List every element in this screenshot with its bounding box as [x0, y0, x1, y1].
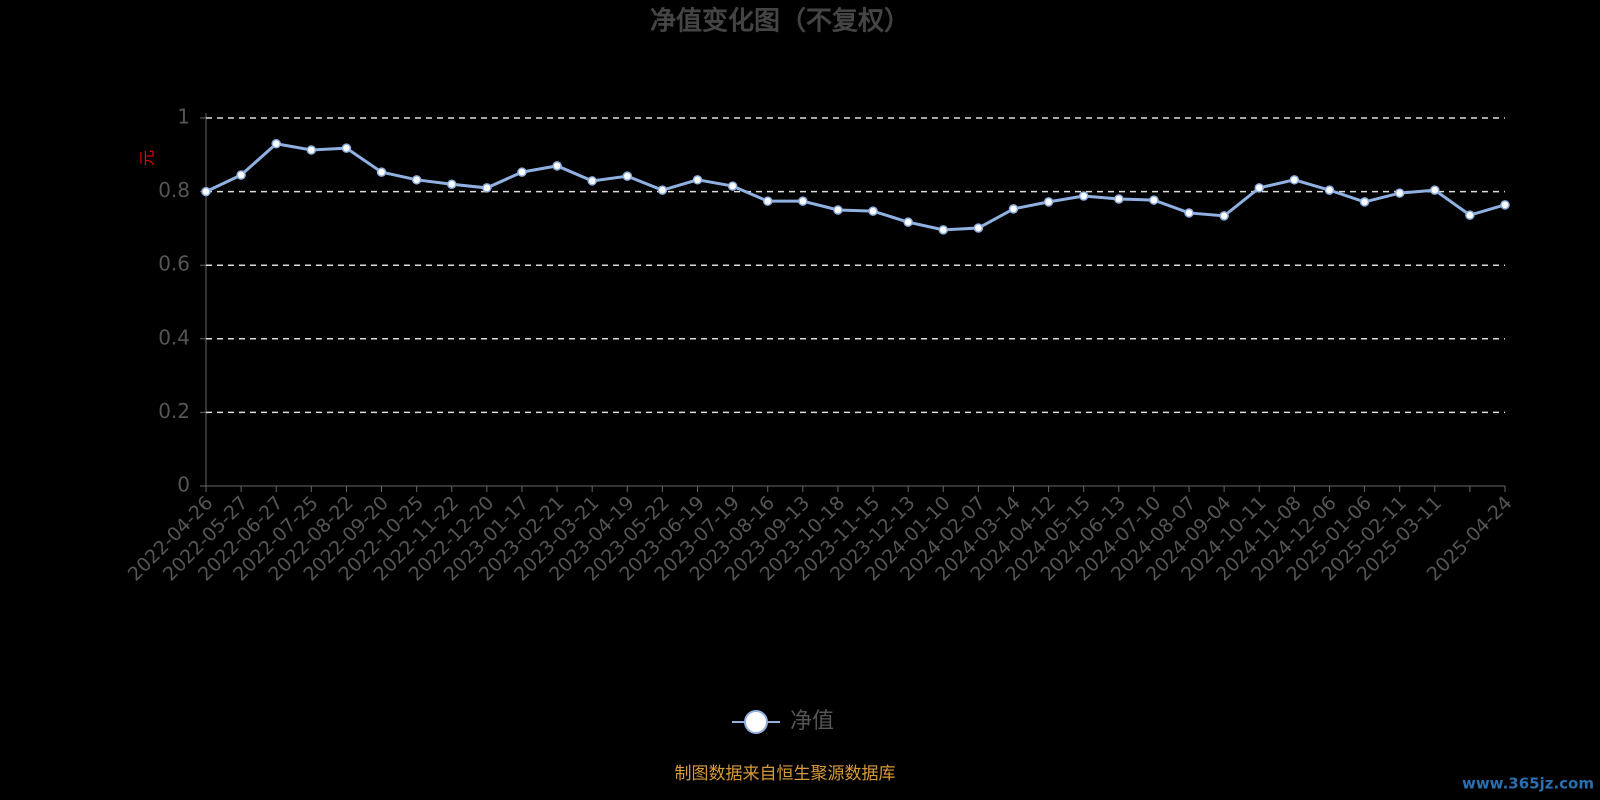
- point: [482, 183, 492, 193]
- point: [1500, 200, 1510, 210]
- point: [1359, 197, 1370, 207]
- point: [1043, 197, 1054, 207]
- y-axis-label: 元: [138, 150, 157, 166]
- point: [657, 185, 668, 195]
- point: [552, 161, 562, 171]
- point: [201, 186, 211, 197]
- point: [271, 139, 281, 149]
- point: [727, 181, 738, 191]
- point: [1114, 194, 1124, 204]
- y-tick-label: 0.2: [158, 399, 190, 423]
- line: [205, 142, 1506, 232]
- chart-title: 净值变化图（不复权）: [650, 6, 910, 37]
- point: [1430, 185, 1440, 195]
- point: [376, 167, 387, 177]
- point: [973, 223, 984, 233]
- point: [833, 205, 843, 215]
- point: [1254, 183, 1264, 193]
- point: [341, 143, 352, 153]
- watermark: www.365jz.com: [1462, 775, 1594, 793]
- point: [447, 179, 457, 189]
- y-tick-label: 0.6: [158, 252, 190, 276]
- source-note: 制图数据来自恒生聚源数据库: [675, 764, 896, 784]
- y-tick-label: 0.4: [158, 325, 190, 349]
- y-tick-label: 0.8: [158, 178, 190, 202]
- point: [622, 171, 633, 181]
- legend-marker: [744, 710, 768, 734]
- point: [903, 217, 913, 227]
- point: [692, 175, 703, 185]
- y-tick-label: 0: [177, 473, 190, 497]
- point: [1394, 188, 1405, 198]
- point: [1149, 195, 1159, 205]
- point: [938, 225, 949, 235]
- legend-label: 净值: [790, 709, 834, 734]
- y-tick-label: 1: [177, 105, 190, 129]
- point: [1465, 210, 1475, 220]
- point: [762, 196, 773, 206]
- point: [1008, 204, 1019, 214]
- point: [1289, 175, 1300, 185]
- point: [1078, 191, 1089, 201]
- point: [1324, 185, 1335, 195]
- point: [306, 145, 317, 155]
- point: [236, 170, 246, 180]
- point: [1184, 208, 1194, 218]
- point: [1219, 211, 1229, 221]
- point: [868, 206, 878, 216]
- point: [411, 175, 422, 185]
- point: [798, 196, 808, 206]
- point: [517, 167, 527, 177]
- point: [587, 176, 597, 186]
